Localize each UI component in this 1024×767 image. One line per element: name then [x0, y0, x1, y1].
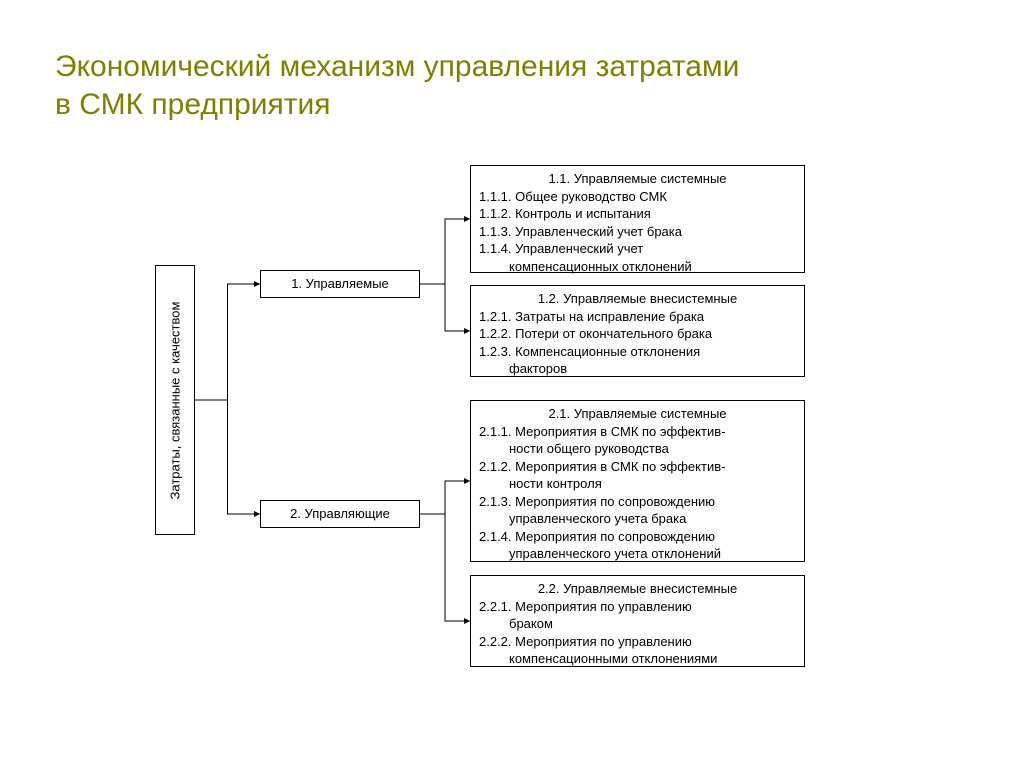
- leaf-text-line: 2.2.2. Мероприятия по управлению: [479, 633, 796, 651]
- leaf-text-line: браком: [479, 615, 796, 633]
- leaf-text-line: ности контроля: [479, 475, 796, 493]
- node-root: Затраты, связанные с качеством: [155, 265, 195, 535]
- leaf-text-line: 1.1.2. Контроль и испытания: [479, 205, 796, 223]
- leaf-text-line: факторов: [479, 360, 796, 378]
- leaf-text-line: 2.1.1. Мероприятия в СМК по эффектив-: [479, 423, 796, 441]
- leaf-text-line: ности общего руководства: [479, 440, 796, 458]
- node-leaf-12: 1.2. Управляемые внесистемные1.2.1. Затр…: [470, 285, 805, 377]
- leaf-text-line: компенсационными отклонениями: [479, 650, 796, 668]
- node-leaf-21: 2.1. Управляемые системные2.1.1. Меропри…: [470, 400, 805, 562]
- leaf-text-line: 2.1. Управляемые системные: [479, 405, 796, 423]
- leaf-text-line: 1.1.4. Управленческий учет: [479, 240, 796, 258]
- leaf-text-line: 1.1. Управляемые системные: [479, 170, 796, 188]
- leaf-text-line: 1.1.3. Управленческий учет брака: [479, 223, 796, 241]
- leaf-text-line: управленческого учета брака: [479, 510, 796, 528]
- node-leaf-11: 1.1. Управляемые системные1.1.1. Общее р…: [470, 165, 805, 273]
- leaf-text-line: 1.1.1. Общее руководство СМК: [479, 188, 796, 206]
- leaf-text-line: компенсационных отклонений: [479, 258, 796, 276]
- diagram-container: Затраты, связанные с качеством 1. Управл…: [0, 0, 1024, 767]
- leaf-text-line: управленческого учета отклонений: [479, 545, 796, 563]
- node-level1-1: 1. Управляемые: [260, 270, 420, 298]
- leaf-text-line: 1.2.2. Потери от окончательного брака: [479, 325, 796, 343]
- node-leaf-22: 2.2. Управляемые внесистемные2.2.1. Меро…: [470, 575, 805, 667]
- node-level1-2-label: 2. Управляющие: [290, 505, 390, 523]
- leaf-text-line: 2.2. Управляемые внесистемные: [479, 580, 796, 598]
- leaf-text-line: 2.1.2. Мероприятия в СМК по эффектив-: [479, 458, 796, 476]
- node-root-label: Затраты, связанные с качеством: [168, 301, 183, 499]
- leaf-text-line: 1.2.1. Затраты на исправление брака: [479, 308, 796, 326]
- leaf-text-line: 2.1.3. Мероприятия по сопровождению: [479, 493, 796, 511]
- node-level1-1-label: 1. Управляемые: [291, 275, 389, 293]
- leaf-text-line: 2.1.4. Мероприятия по сопровождению: [479, 528, 796, 546]
- leaf-text-line: 1.2.3. Компенсационные отклонения: [479, 343, 796, 361]
- node-level1-2: 2. Управляющие: [260, 500, 420, 528]
- leaf-text-line: 2.2.1. Мероприятия по управлению: [479, 598, 796, 616]
- leaf-text-line: 1.2. Управляемые внесистемные: [479, 290, 796, 308]
